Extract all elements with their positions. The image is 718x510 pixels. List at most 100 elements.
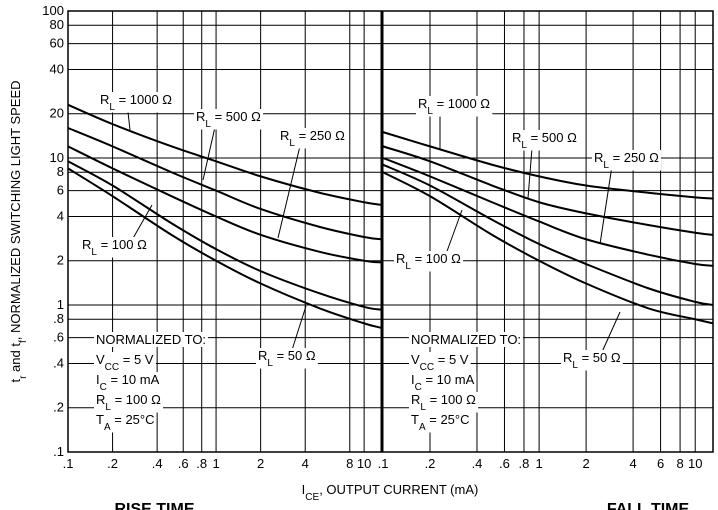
y-tick-label: 1 — [57, 297, 64, 312]
note-text: VCC = 5 V — [411, 352, 469, 373]
y-tick-label: .6 — [53, 330, 64, 345]
subscript: L — [572, 360, 578, 371]
text-part: = 100 Ω — [111, 392, 161, 407]
leader-line — [202, 126, 216, 181]
panel-title: FALL TIME — [607, 501, 690, 510]
y-tick-label: 2 — [57, 253, 64, 268]
x-tick-label: .4 — [152, 456, 163, 471]
text-part: , NORMALIZED SWITCHING LIGHT SPEED — [8, 80, 23, 340]
text-part: R — [196, 109, 205, 124]
label-background — [94, 412, 157, 433]
plot-frame — [67, 10, 714, 453]
text-part: V — [411, 352, 420, 367]
text-part: = 100 Ω — [426, 392, 476, 407]
subscript: L — [405, 261, 411, 272]
note-text: RL = 100 Ω — [411, 392, 476, 413]
note-text: TA = 25°C — [96, 412, 155, 433]
note-text: NORMALIZED TO: — [411, 332, 521, 347]
curve-label: RL = 250 Ω — [280, 128, 345, 149]
text-part: = 1000 Ω — [115, 92, 172, 107]
leader-line — [601, 311, 621, 353]
curve — [67, 127, 382, 241]
curve — [67, 160, 382, 311]
text-part: R — [594, 150, 603, 165]
label-background — [592, 150, 662, 171]
x-tick-label: 1 — [212, 456, 219, 471]
label-background — [94, 352, 156, 373]
text-part: R — [411, 392, 420, 407]
label-background — [561, 350, 623, 371]
leader-line — [131, 204, 153, 241]
y-tick-label: 20 — [50, 106, 64, 121]
subscript: L — [267, 358, 273, 369]
x-tick-label: 4 — [302, 456, 309, 471]
subscript: L — [427, 106, 433, 117]
subscript: L — [205, 119, 211, 130]
subscript: CE — [305, 492, 319, 503]
label-background — [409, 372, 477, 393]
y-tick-label: .8 — [53, 311, 64, 326]
text-part: T — [96, 412, 104, 427]
subscript: CC — [105, 362, 119, 373]
subscript: f — [18, 340, 29, 343]
x-tick-label: 10 — [688, 456, 702, 471]
x-tick-label: .4 — [472, 456, 483, 471]
text-part: t — [8, 379, 23, 383]
leader-line — [291, 305, 307, 351]
curve-label: RL = 50 Ω — [258, 348, 316, 369]
panel-title: RISE TIME — [114, 501, 194, 510]
subscript: C — [415, 382, 422, 393]
text-part: = 5 V — [434, 352, 469, 367]
y-tick-label: 8 — [57, 164, 64, 179]
curve — [382, 163, 714, 306]
x-tick-label: .2 — [425, 456, 436, 471]
y-tick-label: .2 — [53, 400, 64, 415]
y-tick-label: 6 — [57, 183, 64, 198]
subscript: r — [18, 375, 29, 379]
subscript: A — [104, 422, 111, 433]
text-part: NORMALIZED TO: — [96, 332, 206, 347]
subscript: L — [289, 138, 295, 149]
y-tick-label: 100 — [42, 3, 64, 18]
leader-line — [445, 209, 463, 255]
text-part: I — [411, 372, 415, 387]
x-tick-label: .1 — [378, 456, 389, 471]
x-tick-label: 8 — [346, 456, 353, 471]
label-background — [94, 332, 209, 347]
text-part: = 10 mA — [422, 372, 475, 387]
text-part: I — [302, 482, 306, 497]
label-background — [256, 348, 318, 369]
label-background — [409, 352, 471, 373]
text-part: = 50 Ω — [273, 348, 316, 363]
leader-line — [599, 165, 613, 245]
curve-label: RL = 100 Ω — [82, 237, 147, 258]
curve-label: RL = 1000 Ω — [100, 92, 172, 113]
note-text: VCC = 5 V — [96, 352, 154, 373]
curve-label: RL = 100 Ω — [396, 251, 461, 272]
label-background — [409, 332, 524, 347]
x-tick-label: 8 — [676, 456, 683, 471]
text-part: R — [563, 350, 572, 365]
text-part: R — [100, 92, 109, 107]
y-tick-label: 80 — [50, 17, 64, 32]
text-part: R — [418, 96, 427, 111]
text-part: = 25°C — [111, 412, 155, 427]
curve — [382, 171, 714, 325]
text-part: R — [512, 130, 521, 145]
note-text: NORMALIZED TO: — [96, 332, 206, 347]
text-part: = 250 Ω — [609, 150, 659, 165]
note-text: IC = 10 mA — [411, 372, 475, 393]
curve — [67, 103, 382, 206]
label-background — [409, 392, 479, 413]
text-part: = 500 Ω — [527, 130, 577, 145]
subscript: CC — [420, 362, 434, 373]
curve — [382, 131, 714, 200]
label-background — [416, 96, 493, 117]
x-tick-label: .8 — [196, 456, 207, 471]
x-tick-label: 10 — [357, 456, 371, 471]
subscript: L — [521, 140, 527, 151]
text-part: = 100 Ω — [97, 237, 147, 252]
text-part: = 25°C — [426, 412, 470, 427]
curve-label: RL = 50 Ω — [563, 350, 621, 371]
